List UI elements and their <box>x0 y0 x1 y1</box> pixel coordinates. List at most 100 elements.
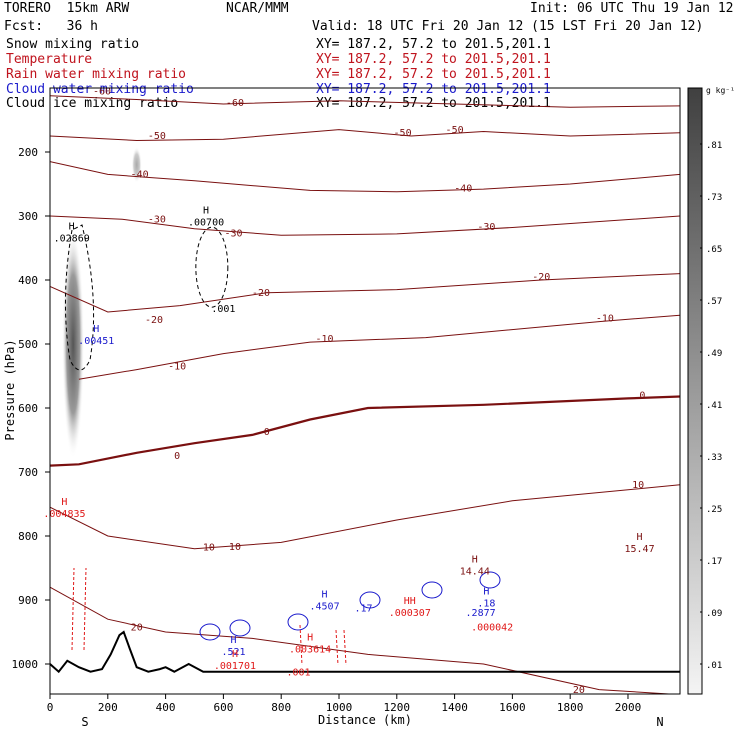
plot-frame <box>49 87 681 695</box>
cloud-water-contour <box>287 613 309 631</box>
rain-maximum-value: .004835 <box>43 509 85 520</box>
snow-maximum-marker: H <box>69 222 75 233</box>
snow-maximum-value: .001 <box>211 304 235 315</box>
header-model: TORERO 15km ARW <box>4 1 130 16</box>
cloud-water-maximum-value: .18 <box>477 598 495 609</box>
temperature-label: 20 <box>573 685 585 696</box>
temperature-label: -50 <box>394 128 412 139</box>
rain-contour <box>83 567 87 651</box>
x-tick-label: 400 <box>156 701 176 714</box>
rain-maximum-value: .001 <box>286 668 310 679</box>
snow-shading-minor <box>131 146 142 183</box>
terrain-line <box>50 630 680 674</box>
snow-shading-column <box>62 228 85 460</box>
rain-maximum-marker: H <box>61 497 67 508</box>
temperature-label: -30 <box>477 222 495 233</box>
field-rain-xy: XY= 187.2, 57.2 to 201.5,201.1 <box>316 67 551 82</box>
field-cloudice-name: Cloud ice mixing ratio <box>6 96 179 111</box>
temperature-label: -40 <box>131 170 149 181</box>
temperature-label: -30 <box>224 228 242 239</box>
snow-contour <box>195 226 229 308</box>
temperature-label: -10 <box>316 334 334 345</box>
colorbar-label: .49 <box>706 349 722 359</box>
temperature-label: -20 <box>532 272 550 283</box>
field-temperature-name: Temperature <box>6 52 93 67</box>
cloud-water-contour <box>229 619 251 637</box>
x-tick-label: 800 <box>271 701 291 714</box>
cloud-water-maximum-value: .17 <box>355 604 373 615</box>
cloud-water-maximum-marker: H <box>483 586 489 597</box>
y-tick-label: 200 <box>18 146 38 159</box>
cloud-water-maximum-marker: H <box>230 635 236 646</box>
colorbar-label: .33 <box>706 453 722 463</box>
colorbar-label: .65 <box>706 245 722 255</box>
temperature-label: -20 <box>252 288 270 299</box>
colorbar-label: .57 <box>706 297 722 307</box>
isotherm-line <box>78 314 680 380</box>
cloud-water-maximum-value: .2877 <box>466 608 496 619</box>
temperature-label: -10 <box>596 314 614 325</box>
y-tick-label: 300 <box>18 210 38 223</box>
field-rain-name: Rain water mixing ratio <box>6 67 187 82</box>
temperature-label: 20 <box>131 623 143 634</box>
cloud-water-maximum-marker: H <box>93 324 99 335</box>
cloud-water-contour <box>421 581 443 599</box>
colorbar-label: .81 <box>706 141 722 151</box>
isotherm-line <box>50 484 680 550</box>
isotherm-line <box>50 395 680 467</box>
rain-maximum-value: .000042 <box>471 623 513 634</box>
temperature-label: -60 <box>93 86 111 97</box>
rain-maximum-value: .000307 <box>389 608 431 619</box>
isotherm-line <box>50 273 680 313</box>
y-tick-label: 800 <box>18 530 38 543</box>
colorbar-label: .73 <box>706 193 722 203</box>
y-tick-label: 700 <box>18 466 38 479</box>
x-tick-label: 600 <box>213 701 233 714</box>
orientation-left: S <box>81 715 88 729</box>
x-axis-label: Distance (km) <box>318 713 412 727</box>
colorbar-label: .25 <box>706 505 722 515</box>
y-tick-label: 400 <box>18 274 38 287</box>
field-cloudwater-xy: XY= 187.2, 57.2 to 201.5,201.1 <box>316 82 551 97</box>
header-fcst: Fcst: 36 h <box>4 19 98 34</box>
snow-maximum-value: .02869 <box>54 234 90 245</box>
rain-contour <box>343 629 347 666</box>
rain-maximum-marker: H <box>232 649 238 660</box>
cloud-water-contour <box>479 571 501 589</box>
temperature-label: -60 <box>226 98 244 109</box>
field-snow-xy: XY= 187.2, 57.2 to 201.5,201.1 <box>316 37 551 52</box>
field-temperature-xy: XY= 187.2, 57.2 to 201.5,201.1 <box>316 52 551 67</box>
temperature-label: -20 <box>145 315 163 326</box>
y-axis-label: Pressure (hPa) <box>3 339 17 440</box>
temperature-label: 10 <box>632 480 644 491</box>
isotherm-line <box>50 129 680 142</box>
isotherm-line <box>50 95 680 108</box>
colorbar-label: .09 <box>706 609 722 619</box>
x-tick-label: 1800 <box>557 701 584 714</box>
x-tick-label: 0 <box>47 701 54 714</box>
rain-maximum-marker: HH <box>404 596 416 607</box>
colorbar-unit: g kg⁻¹ <box>706 86 735 95</box>
temperature-label: 10 <box>229 542 241 553</box>
snow-maximum-value: .00700 <box>188 218 224 229</box>
colorbar-label: .41 <box>706 401 722 411</box>
rain-maximum-value: .001701 <box>214 661 256 672</box>
temperature-label: -30 <box>148 214 166 225</box>
x-tick-label: 2000 <box>615 701 642 714</box>
rain-contour <box>335 629 339 666</box>
x-tick-label: 200 <box>98 701 118 714</box>
rain-maximum-marker: H <box>307 632 313 643</box>
temperature-label: -10 <box>168 362 186 373</box>
isotherm-line <box>50 215 680 236</box>
field-snow-name: Snow mixing ratio <box>6 37 140 52</box>
colorbar-label: .17 <box>706 557 722 567</box>
temperature-maximum-marker: H <box>637 532 643 543</box>
x-tick-label: 1200 <box>384 701 411 714</box>
header-center: NCAR/MMM <box>226 1 289 16</box>
x-tick-label: 1600 <box>499 701 526 714</box>
cloud-water-contour <box>359 591 381 609</box>
rain-maximum-value: .003614 <box>289 644 331 655</box>
x-tick-label: 1400 <box>441 701 468 714</box>
colorbar-label: .01 <box>706 661 722 671</box>
